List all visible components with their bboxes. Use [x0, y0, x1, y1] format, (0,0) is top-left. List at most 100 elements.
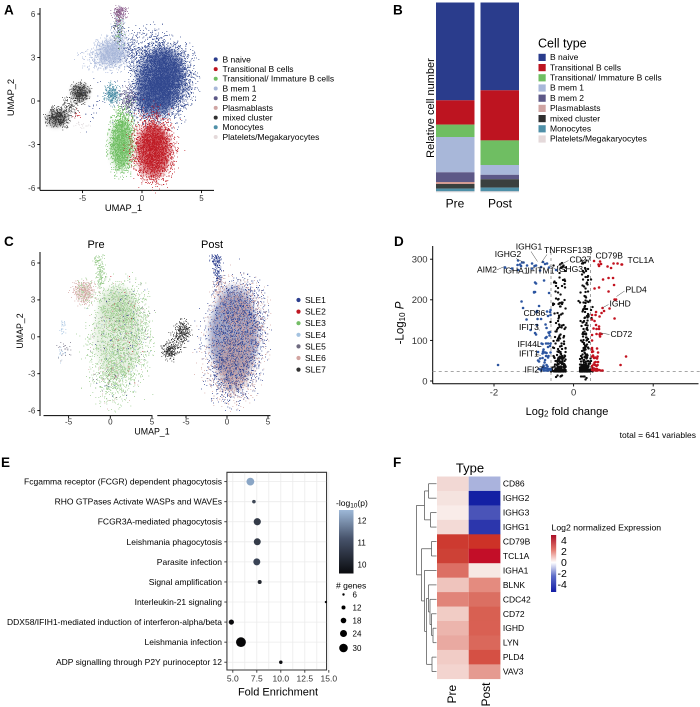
svg-text:Pre: Pre	[446, 197, 465, 211]
svg-text:TCL1A: TCL1A	[503, 551, 530, 561]
svg-text:SLE4: SLE4	[305, 330, 326, 340]
svg-text:TCL1A: TCL1A	[628, 255, 655, 265]
svg-text:-2: -2	[557, 568, 566, 580]
svg-text:5: 5	[150, 418, 155, 427]
svg-text:200: 200	[412, 295, 428, 306]
svg-text:B mem 1: B mem 1	[223, 83, 257, 93]
svg-text:CD79B: CD79B	[596, 251, 624, 261]
svg-text:100: 100	[412, 336, 428, 347]
svg-text:12: 12	[353, 603, 362, 612]
svg-text:RHO GTPases Activate WASPs and: RHO GTPases Activate WASPs and WAVEs	[55, 497, 222, 507]
svg-text:B mem 2: B mem 2	[223, 93, 257, 103]
svg-text:IGHG2: IGHG2	[503, 493, 530, 503]
svg-text:IGHA1: IGHA1	[503, 266, 529, 276]
svg-text:CD72: CD72	[503, 609, 525, 619]
svg-text:SLE2: SLE2	[305, 307, 326, 317]
svg-text:PLD4: PLD4	[626, 285, 648, 295]
svg-text:IGHD: IGHD	[610, 299, 631, 309]
svg-text:IGHG3: IGHG3	[557, 264, 584, 274]
svg-text:Monocytes: Monocytes	[550, 124, 591, 134]
svg-text:5: 5	[199, 194, 204, 203]
svg-text:F: F	[393, 455, 401, 470]
svg-text:CDC42: CDC42	[503, 594, 531, 604]
svg-text:IFITM1: IFITM1	[528, 266, 555, 276]
svg-text:mixed cluster: mixed cluster	[550, 113, 600, 123]
svg-text:-log10(p): -log10(p)	[336, 498, 368, 510]
svg-text:0: 0	[31, 97, 36, 106]
svg-text:Leishmania infection: Leishmania infection	[145, 637, 223, 647]
svg-text:IGHG3: IGHG3	[503, 508, 530, 518]
svg-text:SLE7: SLE7	[305, 365, 326, 375]
svg-text:DDX58/IFIH1-mediated induction: DDX58/IFIH1-mediated induction of interf…	[7, 617, 222, 627]
svg-text:IGHA1: IGHA1	[503, 565, 529, 575]
svg-text:0: 0	[31, 333, 36, 342]
svg-text:-5: -5	[182, 418, 190, 427]
svg-text:Parasite infection: Parasite infection	[157, 557, 222, 567]
svg-text:6: 6	[353, 590, 358, 599]
svg-text:VAV3: VAV3	[503, 667, 524, 677]
svg-text:BLNK: BLNK	[503, 580, 526, 590]
svg-text:TNFRSF13B: TNFRSF13B	[544, 245, 593, 255]
svg-text:Post: Post	[201, 239, 223, 251]
svg-text:UMAP_2: UMAP_2	[15, 313, 25, 348]
svg-text:E: E	[1, 455, 10, 470]
svg-text:Post: Post	[488, 197, 513, 211]
svg-text:Plasmablasts: Plasmablasts	[550, 103, 601, 113]
svg-text:4: 4	[561, 535, 567, 547]
svg-text:18: 18	[353, 616, 362, 625]
svg-text:PLD4: PLD4	[503, 652, 525, 662]
svg-text:-3: -3	[28, 140, 36, 149]
svg-text:Post: Post	[479, 682, 493, 707]
svg-text:SLE5: SLE5	[305, 341, 326, 351]
svg-text:-6: -6	[28, 184, 36, 193]
svg-text:UMAP_1: UMAP_1	[105, 203, 142, 213]
svg-text:IFIT3: IFIT3	[519, 322, 539, 332]
svg-text:5: 5	[266, 418, 271, 427]
svg-text:AIM2: AIM2	[477, 265, 497, 275]
svg-text:IGHG1: IGHG1	[503, 522, 530, 532]
svg-text:CD27: CD27	[570, 255, 592, 265]
svg-text:Platelets/Megakaryocytes: Platelets/Megakaryocytes	[223, 132, 320, 142]
svg-text:Fold Enrichment: Fold Enrichment	[238, 687, 318, 699]
svg-text:SLE1: SLE1	[305, 295, 326, 305]
svg-text:0: 0	[422, 376, 427, 387]
svg-text:IGHD: IGHD	[503, 623, 524, 633]
svg-text:-5: -5	[65, 418, 73, 427]
svg-text:5.0: 5.0	[227, 674, 239, 684]
svg-text:0: 0	[140, 194, 145, 203]
svg-text:Relative cell number: Relative cell number	[425, 58, 437, 158]
svg-text:UMAP_1: UMAP_1	[134, 427, 169, 437]
svg-text:C: C	[4, 234, 14, 249]
svg-text:Transitional/ Immature B cells: Transitional/ Immature B cells	[223, 74, 335, 84]
svg-text:Monocytes: Monocytes	[223, 122, 264, 132]
svg-text:FCGR3A-mediated phagocytosis: FCGR3A-mediated phagocytosis	[98, 517, 222, 527]
svg-text:Transitional/ Immature B cells: Transitional/ Immature B cells	[550, 73, 662, 83]
svg-text:Signal amplification: Signal amplification	[149, 577, 223, 587]
svg-text:3: 3	[31, 53, 36, 62]
svg-text:Log2 normalized Expression: Log2 normalized Expression	[552, 523, 662, 533]
svg-text:UMAP_2: UMAP_2	[6, 79, 16, 116]
svg-text:mixed cluster: mixed cluster	[223, 113, 273, 123]
svg-text:-6: -6	[28, 406, 36, 415]
svg-text:Pre: Pre	[87, 239, 104, 251]
svg-text:-3: -3	[28, 370, 36, 379]
svg-text:-2: -2	[490, 388, 498, 399]
svg-text:SLE3: SLE3	[305, 318, 326, 328]
svg-text:ADP signalling through P2Y pur: ADP signalling through P2Y purinoceptor …	[56, 657, 222, 667]
svg-text:IGHG1: IGHG1	[516, 242, 543, 252]
svg-text:Pre: Pre	[445, 685, 459, 704]
svg-text:10: 10	[358, 561, 367, 570]
svg-text:B mem 2: B mem 2	[550, 93, 584, 103]
svg-text:Transitional B cells: Transitional B cells	[550, 62, 621, 72]
svg-text:-Log10 P: -Log10 P	[395, 301, 408, 344]
svg-text:IFIT1: IFIT1	[519, 349, 539, 359]
svg-text:CD72: CD72	[611, 329, 633, 339]
svg-text:SLE6: SLE6	[305, 353, 326, 363]
svg-text:Interleukin-21 signaling: Interleukin-21 signaling	[135, 597, 223, 607]
svg-text:D: D	[394, 234, 404, 249]
svg-text:24: 24	[353, 629, 362, 638]
svg-text:0: 0	[225, 418, 230, 427]
svg-text:0: 0	[108, 418, 113, 427]
svg-text:Plasmablasts: Plasmablasts	[223, 103, 274, 113]
svg-text:B: B	[393, 3, 403, 18]
